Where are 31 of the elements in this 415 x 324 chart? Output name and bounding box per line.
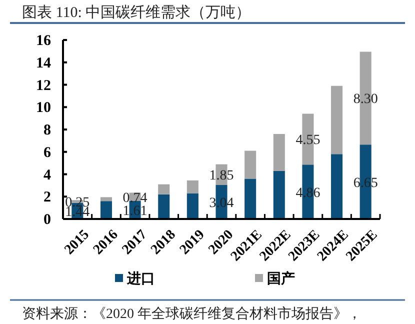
bar: [100, 197, 112, 202]
bar: [186, 180, 198, 194]
data-label: 0.74: [122, 190, 148, 206]
bar: [273, 134, 285, 171]
y-tick-label: 12: [36, 78, 51, 94]
bar: [273, 170, 285, 219]
bar: [100, 201, 112, 219]
bar: [158, 184, 170, 194]
data-label: 8.30: [353, 92, 378, 108]
legend-label: 国产: [267, 270, 295, 287]
y-tick-label: 2: [44, 190, 51, 206]
y-tick-label: 10: [36, 100, 51, 116]
y-tick-label: 8: [44, 122, 51, 138]
data-label: 4.55: [296, 133, 320, 148]
text: 资料来源：《2020 年全球碳纤维复合材料市场报告》，: [22, 306, 362, 322]
bar: [331, 86, 343, 154]
y-tick-label: 6: [44, 144, 52, 161]
data-label: 1.85: [209, 168, 234, 184]
chart-title: 图表 110: 中国碳纤维需求（万吨）: [22, 4, 251, 21]
bar: [244, 178, 256, 219]
y-tick-label: 14: [36, 55, 52, 72]
y-tick-label: 4: [44, 167, 52, 184]
y-tick-label: 16: [36, 33, 52, 49]
data-label: 3.04: [209, 196, 234, 211]
bar: [186, 193, 198, 219]
bar: [244, 150, 256, 179]
y-tick-label: 0: [44, 212, 51, 228]
bar: [158, 194, 170, 219]
data-label: 1.61: [122, 204, 148, 219]
legend-label: 进口: [126, 271, 155, 287]
bar: [331, 154, 343, 219]
